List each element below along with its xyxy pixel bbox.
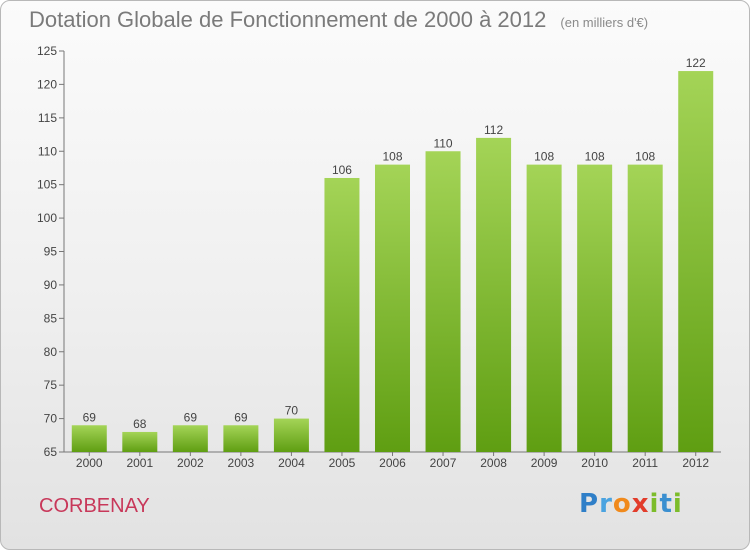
y-tick-label: 85 bbox=[44, 311, 58, 325]
y-tick-label: 65 bbox=[44, 445, 58, 459]
data-label: 122 bbox=[686, 56, 706, 70]
data-label: 112 bbox=[484, 123, 503, 137]
bar bbox=[324, 177, 360, 452]
chart-title: Dotation Globale de Fonctionnement de 20… bbox=[29, 7, 648, 33]
data-label: 69 bbox=[234, 410, 248, 424]
bar bbox=[223, 425, 259, 452]
x-tick-label: 2012 bbox=[682, 456, 709, 470]
x-tick-label: 2004 bbox=[278, 456, 305, 470]
data-label: 108 bbox=[382, 150, 402, 164]
data-label: 108 bbox=[534, 150, 554, 164]
data-label: 69 bbox=[83, 410, 97, 424]
data-label: 108 bbox=[635, 150, 655, 164]
bar bbox=[425, 151, 461, 452]
bar bbox=[71, 425, 107, 452]
bar bbox=[273, 418, 309, 452]
y-tick-label: 95 bbox=[44, 245, 58, 259]
x-tick-label: 2003 bbox=[228, 456, 255, 470]
x-tick-label: 2010 bbox=[581, 456, 608, 470]
bar bbox=[172, 425, 208, 452]
y-tick-label: 90 bbox=[44, 278, 58, 292]
x-tick-label: 2007 bbox=[430, 456, 457, 470]
x-tick-label: 2002 bbox=[177, 456, 204, 470]
y-tick-label: 100 bbox=[37, 211, 57, 225]
bar bbox=[526, 164, 562, 452]
x-tick-label: 2000 bbox=[76, 456, 103, 470]
x-tick-label: 2008 bbox=[480, 456, 507, 470]
x-tick-label: 2011 bbox=[632, 456, 658, 470]
data-label: 110 bbox=[433, 136, 452, 150]
data-label: 70 bbox=[285, 404, 299, 418]
bar bbox=[375, 164, 410, 452]
data-label: 106 bbox=[332, 163, 352, 177]
bar bbox=[122, 431, 158, 452]
commune-name: CORBENAY bbox=[39, 495, 150, 517]
y-tick-label: 120 bbox=[37, 77, 57, 91]
unit-label: (en milliers d'€) bbox=[560, 15, 649, 30]
bar bbox=[476, 137, 512, 452]
y-tick-label: 110 bbox=[38, 144, 57, 158]
x-tick-label: 2005 bbox=[329, 456, 356, 470]
proxiti-logo: Proxiti bbox=[579, 489, 683, 519]
y-tick-label: 105 bbox=[37, 178, 57, 192]
data-label: 68 bbox=[133, 417, 147, 431]
bar bbox=[627, 164, 663, 452]
data-label: 108 bbox=[585, 150, 605, 164]
y-tick-label: 70 bbox=[44, 412, 58, 426]
bar bbox=[577, 164, 613, 452]
x-tick-label: 2001 bbox=[126, 456, 153, 470]
data-label: 69 bbox=[184, 410, 198, 424]
y-tick-label: 125 bbox=[37, 44, 57, 58]
y-tick-label: 115 bbox=[38, 111, 57, 125]
x-tick-label: 2006 bbox=[379, 456, 406, 470]
title-text: Dotation Globale de Fonctionnement de 20… bbox=[29, 7, 547, 32]
y-tick-label: 75 bbox=[44, 378, 58, 392]
bar bbox=[678, 71, 714, 453]
x-tick-label: 2009 bbox=[531, 456, 558, 470]
y-tick-label: 80 bbox=[44, 345, 58, 359]
